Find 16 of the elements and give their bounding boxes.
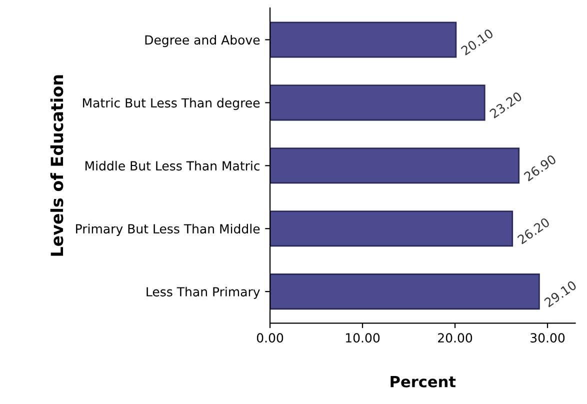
- x-tick-label: 30.00: [530, 333, 565, 343]
- x-tick-label: 0.00: [256, 333, 284, 343]
- bar: [270, 148, 520, 184]
- x-tick-label: 20.00: [438, 333, 472, 343]
- bar: [270, 274, 540, 310]
- y-tick-label: Degree and Above: [145, 34, 260, 48]
- bar: [270, 210, 514, 247]
- y-tick-label: Middle But Less Than Matric: [86, 160, 260, 171]
- bar: [270, 22, 457, 58]
- x-tick-label: 10.00: [346, 333, 380, 343]
- bar: [270, 84, 486, 121]
- y-tick-label: Primary But Less Than Middle: [76, 224, 260, 236]
- y-axis-title: Levels of Education: [50, 75, 64, 256]
- y-tick-label: Less Than Primary: [146, 286, 260, 299]
- y-tick-label: Matric But Less Than degree: [83, 98, 260, 110]
- x-axis-title: Percent: [390, 376, 456, 388]
